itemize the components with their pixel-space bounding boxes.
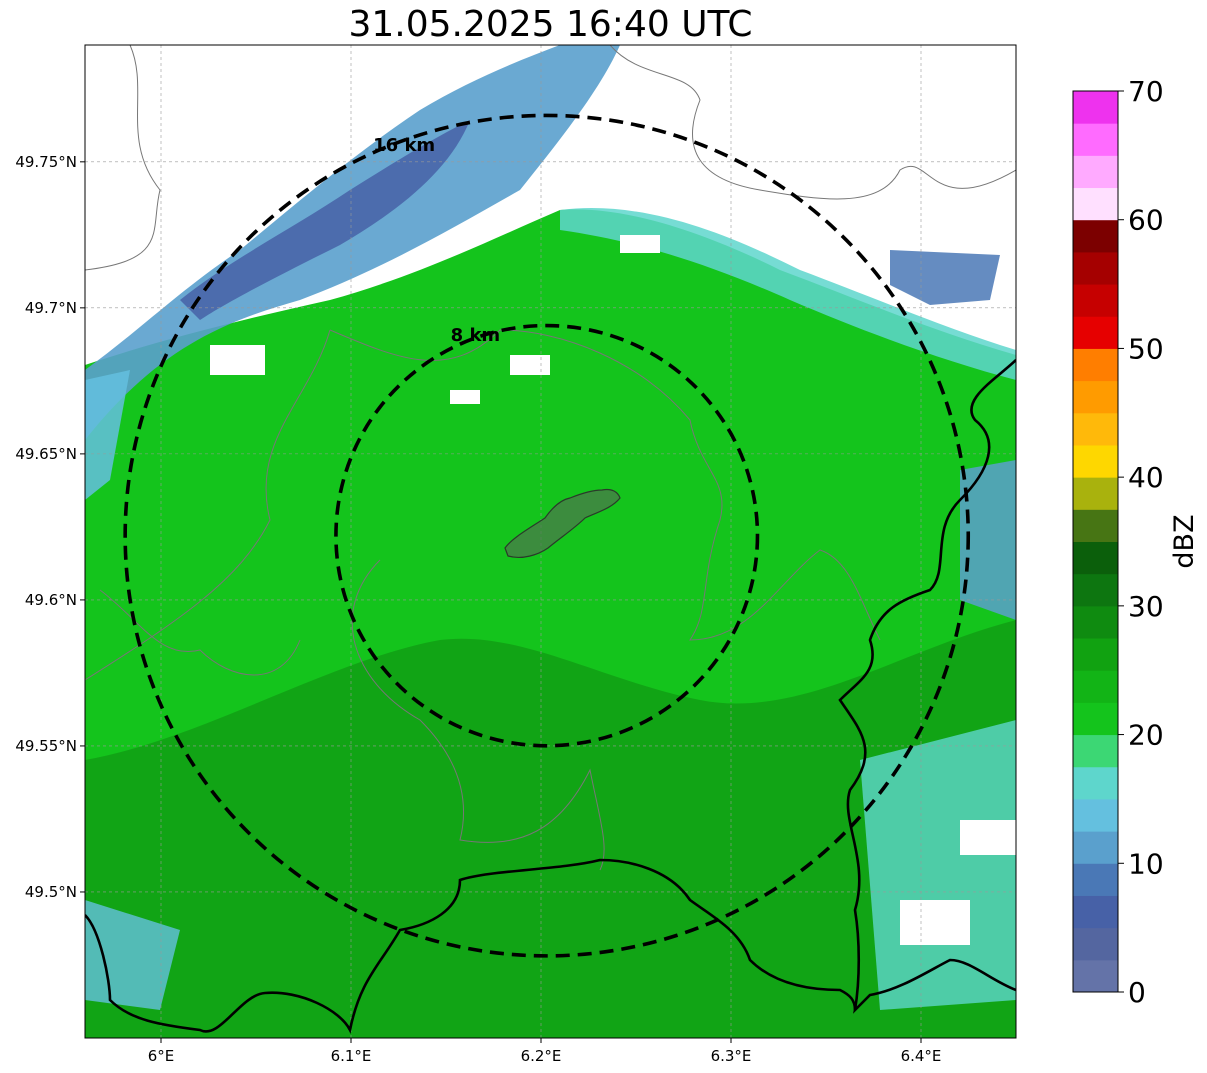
radar-echo-blue-east — [960, 460, 1016, 620]
colorbar-segment — [1073, 444, 1118, 478]
colorbar-segment — [1073, 91, 1118, 124]
commune-boundary — [609, 45, 1016, 200]
commune-boundary — [85, 45, 161, 271]
colorbar: 0 10 20 30 40 50 60 70 dBZ — [1072, 75, 1200, 1009]
colorbar-segment — [1073, 605, 1118, 639]
y-tick-label: 49.75°N — [15, 153, 77, 171]
colorbar-tick-label: 10 — [1128, 847, 1164, 880]
colorbar-segment — [1073, 798, 1118, 832]
colorbar-frame — [1072, 90, 1119, 993]
radar-echo-teal-strip — [560, 208, 1016, 380]
y-axis-ticks: 49.75°N 49.7°N 49.65°N 49.6°N 49.55°N 49.5°N — [15, 153, 85, 901]
colorbar-segment — [1073, 316, 1118, 349]
commune-boundary — [329, 329, 723, 521]
x-tick-label: 6.3°E — [711, 1047, 752, 1065]
range-ring — [123, 113, 971, 958]
colorbar-segment — [1073, 187, 1118, 221]
colorbar-tick-label: 0 — [1128, 976, 1146, 1009]
colorbar-segment — [1073, 509, 1118, 542]
city-outline — [504, 488, 621, 559]
colorbar-tick-label: 50 — [1128, 332, 1164, 365]
colorbar-label: dBZ — [1169, 514, 1200, 568]
radar-echo-blue-west — [85, 370, 130, 500]
country-borders — [85, 359, 1016, 1034]
colorbar-tick-label: 60 — [1128, 204, 1164, 237]
colorbar-segment — [1073, 477, 1118, 510]
x-axis-ticks: 6°E 6.1°E 6.2°E 6.3°E 6.4°E — [148, 1038, 942, 1065]
radar-echo-blue-ne — [890, 250, 1000, 305]
colorbar-segment — [1073, 348, 1118, 382]
colorbar-segment — [1073, 380, 1118, 414]
range-ring — [334, 323, 760, 748]
colorbar-segment — [1073, 412, 1118, 446]
commune-boundary — [351, 559, 605, 871]
range-ring-label: 8 km — [451, 325, 501, 346]
colorbar-segment — [1073, 123, 1118, 156]
colorbar-segment — [1073, 670, 1118, 703]
colorbar-segment — [1073, 638, 1118, 671]
x-tick-label: 6.1°E — [331, 1047, 372, 1065]
radar-gap — [960, 820, 1016, 855]
colorbar-segment — [1073, 251, 1118, 285]
radar-echo-blue-north — [85, 45, 620, 440]
colorbar-segment — [1073, 155, 1118, 189]
radar-reflectivity-layer — [85, 45, 1016, 1038]
x-tick-label: 6.4°E — [901, 1047, 942, 1065]
border-luxembourg-germany — [838, 359, 1016, 1014]
y-tick-label: 49.55°N — [15, 737, 77, 755]
colorbar-tick-label: 40 — [1128, 461, 1164, 494]
map-area: 16 km 8 km — [85, 45, 1016, 1038]
colorbar-segment — [1073, 284, 1118, 317]
colorbar-segment — [1073, 734, 1118, 768]
radar-echo-green-dark — [85, 620, 1016, 1038]
chart-title: 31.05.2025 16:40 UTC — [348, 4, 753, 45]
colorbar-tick-label: 70 — [1128, 75, 1164, 108]
colorbar-segment — [1073, 573, 1118, 607]
commune-boundaries — [85, 45, 1016, 871]
radar-echo-teal-east — [860, 720, 1016, 1010]
colorbar-segment — [1073, 895, 1118, 929]
colorbar-tick-label: 20 — [1128, 719, 1164, 752]
commune-boundary — [689, 519, 881, 641]
colorbar-tick-label: 30 — [1128, 590, 1164, 623]
colorbar-segment — [1073, 831, 1118, 864]
colorbar-segment — [1073, 927, 1118, 961]
range-ring-label: 16 km — [373, 135, 435, 156]
radar-gap — [900, 900, 970, 945]
colorbar-segment — [1073, 863, 1118, 896]
radar-gap — [450, 390, 480, 404]
map-gridlines — [85, 45, 1016, 1038]
commune-boundary — [85, 329, 331, 681]
range-rings — [123, 113, 971, 958]
radar-gap — [510, 355, 550, 375]
y-tick-label: 49.7°N — [25, 299, 77, 317]
colorbar-segment — [1073, 959, 1118, 993]
colorbar-segment — [1073, 219, 1118, 253]
border-luxembourg-france — [85, 858, 857, 1034]
x-tick-label: 6°E — [148, 1047, 175, 1065]
radar-echo-darkblue-north — [180, 120, 470, 320]
range-ring-labels: 16 km 8 km — [373, 135, 500, 346]
y-tick-label: 49.6°N — [25, 591, 77, 609]
x-tick-label: 6.2°E — [521, 1047, 562, 1065]
radar-gap — [210, 345, 265, 375]
colorbar-segment — [1073, 766, 1118, 800]
radar-gap — [620, 235, 660, 253]
colorbar-segment — [1073, 702, 1118, 736]
y-tick-label: 49.65°N — [15, 445, 77, 463]
colorbar-segment — [1073, 541, 1118, 575]
map-frame — [84, 44, 1017, 1039]
y-tick-label: 49.5°N — [25, 883, 77, 901]
